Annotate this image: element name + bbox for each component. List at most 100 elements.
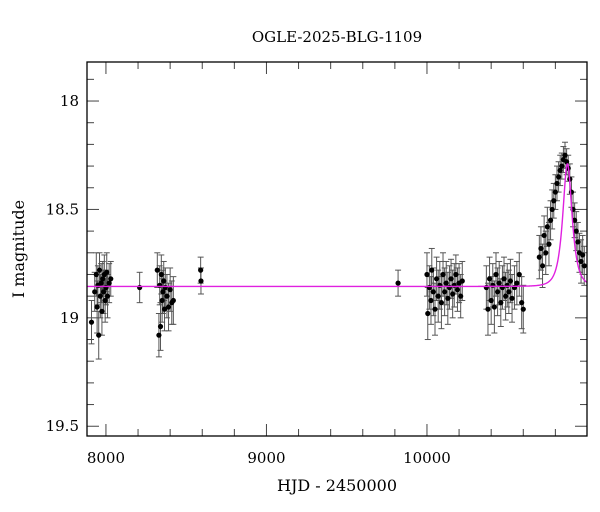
data-point xyxy=(490,282,496,288)
data-point xyxy=(507,278,514,284)
data-point xyxy=(94,304,100,310)
data-point xyxy=(575,239,581,245)
data-point xyxy=(433,276,440,282)
data-point xyxy=(498,300,504,306)
data-point xyxy=(430,289,436,295)
data-point xyxy=(445,295,451,301)
data-point xyxy=(494,289,501,295)
x-tick-label: 9000 xyxy=(247,449,285,467)
data-point xyxy=(520,306,526,312)
data-point xyxy=(514,280,520,286)
data-point xyxy=(573,228,579,234)
data-point xyxy=(557,167,563,174)
data-point xyxy=(96,332,102,338)
data-point xyxy=(157,282,163,288)
plot-frame xyxy=(86,61,588,437)
data-point xyxy=(170,297,176,304)
model-curve xyxy=(87,163,588,288)
data-point xyxy=(493,271,499,278)
data-point xyxy=(395,280,401,286)
chart-title: OGLE-2025-BLG-1109 xyxy=(252,28,422,46)
data-point xyxy=(581,263,587,269)
data-point xyxy=(156,332,162,338)
data-point xyxy=(157,323,164,330)
data-point xyxy=(503,293,509,299)
data-point xyxy=(167,287,173,293)
data-point xyxy=(450,291,456,297)
data-point xyxy=(426,284,432,291)
data-point xyxy=(165,304,172,310)
data-point xyxy=(428,297,434,304)
data-point xyxy=(568,189,575,195)
data-point xyxy=(551,198,557,204)
y-axis-label: I magnitude xyxy=(9,200,28,298)
data-point xyxy=(108,276,114,282)
data-point xyxy=(580,252,586,258)
data-point xyxy=(506,289,512,295)
data-point xyxy=(572,217,578,223)
data-point xyxy=(161,306,168,312)
data-point xyxy=(438,300,445,306)
data-point xyxy=(97,293,103,299)
data-point xyxy=(161,278,167,284)
data-point xyxy=(516,271,522,278)
data-point xyxy=(536,254,542,260)
data-point xyxy=(496,280,502,286)
data-point xyxy=(100,276,106,282)
data-point xyxy=(137,284,143,291)
data-point xyxy=(103,284,109,291)
data-point xyxy=(454,287,461,293)
x-axis-label: HJD - 2450000 xyxy=(277,476,397,495)
data-point xyxy=(106,280,112,286)
data-point xyxy=(443,280,449,286)
data-point xyxy=(88,319,95,325)
x-tick-label: 10000 xyxy=(403,449,451,467)
y-tick-label: 18 xyxy=(60,92,79,110)
data-point xyxy=(501,276,507,282)
data-point xyxy=(488,297,494,304)
data-point xyxy=(158,271,164,278)
data-point xyxy=(549,206,555,213)
axis-ticks xyxy=(87,62,587,436)
data-point xyxy=(102,297,108,304)
data-point xyxy=(538,245,544,252)
data-point xyxy=(440,271,446,278)
data-point xyxy=(448,276,454,282)
data-point xyxy=(100,289,107,295)
data-point xyxy=(485,306,491,312)
data-point xyxy=(159,297,165,304)
data-point xyxy=(104,269,110,275)
data-point xyxy=(451,282,457,288)
data-point xyxy=(104,293,111,299)
data-point xyxy=(547,217,554,223)
data-point xyxy=(509,295,515,301)
data-point xyxy=(562,152,568,158)
y-tick-labels: 18 18.5 19 19.5 xyxy=(46,92,79,435)
data-point xyxy=(483,284,489,291)
data-point xyxy=(543,250,549,256)
data-point xyxy=(458,293,464,299)
error-bars xyxy=(88,141,588,360)
data-point xyxy=(435,293,441,299)
data-point xyxy=(459,278,465,284)
data-point xyxy=(504,282,510,288)
data-point xyxy=(491,304,497,310)
data-point xyxy=(424,271,430,278)
data-point xyxy=(98,280,104,286)
data-point xyxy=(554,180,560,187)
data-point xyxy=(198,278,204,284)
y-tick-label: 18.5 xyxy=(46,200,79,218)
data-point xyxy=(539,263,546,269)
data-point xyxy=(432,306,438,312)
data-point xyxy=(564,159,570,165)
data-point xyxy=(442,289,448,295)
data-point xyxy=(429,267,435,273)
data-point xyxy=(154,267,160,273)
data-point xyxy=(453,271,459,278)
data-point xyxy=(425,310,431,317)
data-point xyxy=(544,224,550,230)
data-point xyxy=(552,189,558,195)
data-point xyxy=(160,289,166,295)
data-point xyxy=(437,282,443,288)
